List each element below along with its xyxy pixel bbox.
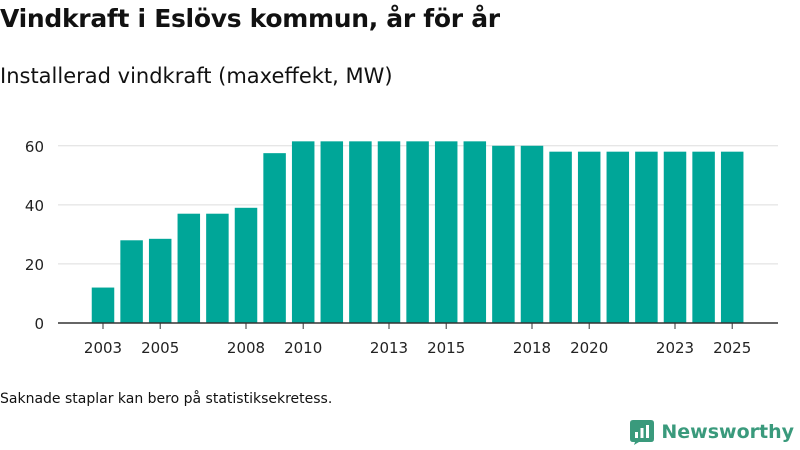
bar-2005[interactable]: [148, 238, 172, 323]
bar-2024[interactable]: [692, 151, 715, 323]
y-tick-label: 60: [25, 138, 44, 156]
bar-2020[interactable]: [577, 151, 601, 323]
bar-2006[interactable]: [177, 213, 201, 323]
bar-2022[interactable]: [635, 151, 658, 323]
y-axis-ticks: 0 20 40 60: [25, 138, 44, 333]
brand-name: Newsworthy: [661, 421, 794, 443]
footnote: Saknade staplar kan bero på statistiksek…: [0, 391, 333, 407]
x-tick-label: 2013: [370, 339, 408, 357]
x-tick-label: 2023: [656, 339, 694, 357]
bar-2009[interactable]: [263, 153, 286, 323]
x-axis-ticks: 2003 2005 2008 2010 2013 2015 2018 2020 2023 2025: [84, 323, 751, 357]
bar-2012[interactable]: [349, 141, 372, 323]
chart-subtitle: Installerad vindkraft (maxeffekt, MW): [0, 64, 393, 88]
chart-title: Vindkraft i Eslövs kommun, år för år: [0, 4, 500, 33]
x-tick-label: 2020: [570, 339, 608, 357]
y-tick-label: 0: [34, 315, 44, 333]
bar-2025[interactable]: [720, 151, 744, 323]
y-tick-label: 40: [25, 197, 44, 215]
bar-2018[interactable]: [520, 145, 544, 323]
bar-2007[interactable]: [206, 213, 229, 323]
y-tick-label: 20: [25, 256, 44, 274]
bar-2003[interactable]: [91, 287, 115, 323]
newsworthy-icon: [630, 420, 655, 445]
bar-2023[interactable]: [663, 151, 687, 323]
x-tick-label: 2003: [84, 339, 122, 357]
bar-2013[interactable]: [377, 141, 401, 323]
x-tick-label: 2025: [713, 339, 751, 357]
bar-2008[interactable]: [234, 207, 258, 323]
bar-2004[interactable]: [120, 240, 143, 323]
bar-2017[interactable]: [492, 145, 515, 323]
bar-2021[interactable]: [606, 151, 630, 323]
bar-2014[interactable]: [406, 141, 429, 323]
x-tick-label: 2005: [141, 339, 179, 357]
bars: [91, 141, 744, 323]
bar-2010[interactable]: [291, 141, 315, 323]
x-tick-label: 2015: [427, 339, 465, 357]
x-tick-label: 2018: [513, 339, 551, 357]
x-tick-label: 2010: [284, 339, 322, 357]
x-tick-label: 2008: [227, 339, 265, 357]
bar-2019[interactable]: [549, 151, 572, 323]
bar-2016[interactable]: [463, 141, 487, 323]
bar-2011[interactable]: [320, 141, 344, 323]
bar-2015[interactable]: [434, 141, 458, 323]
newsworthy-logo[interactable]: Newsworthy: [629, 419, 794, 445]
